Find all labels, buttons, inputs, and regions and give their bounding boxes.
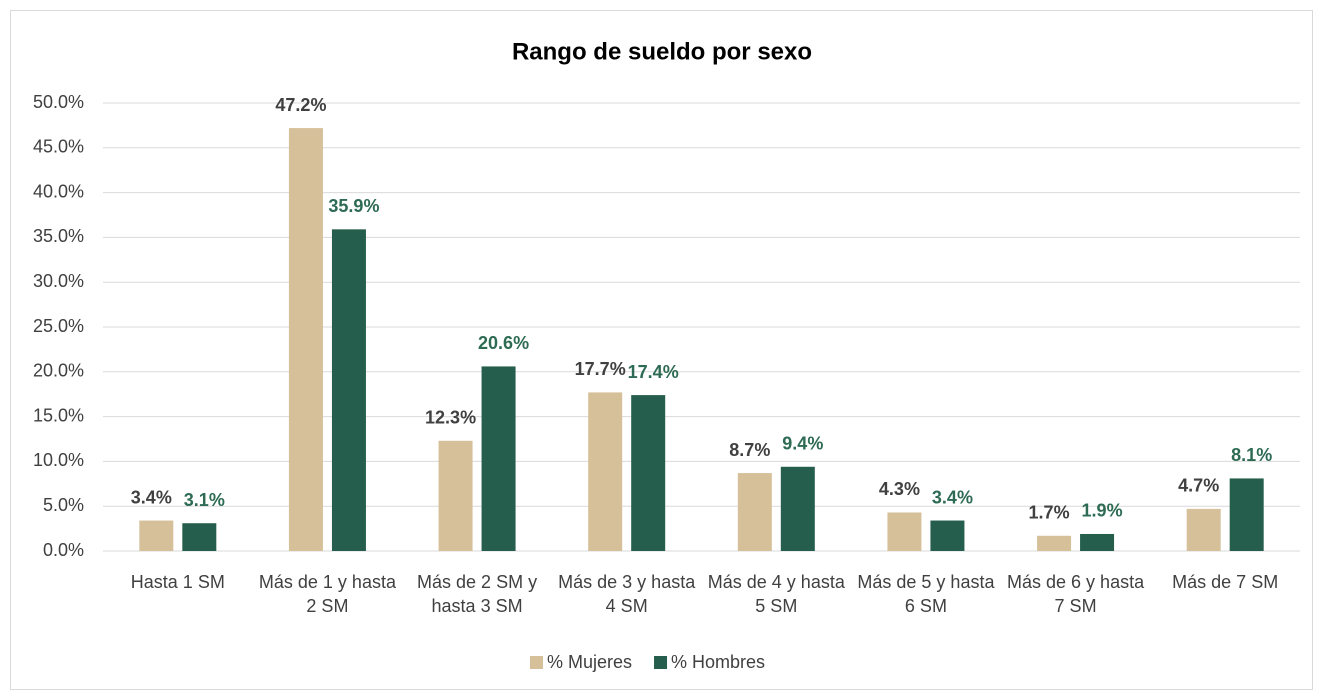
x-tick-label: Más de 5 y hasta 6 SM xyxy=(857,572,995,616)
legend-label: % Mujeres xyxy=(547,652,632,672)
bar xyxy=(1186,508,1221,551)
y-tick-label: 10.0% xyxy=(33,450,84,470)
data-label: 4.3% xyxy=(879,479,920,499)
data-label: 17.7% xyxy=(575,359,626,379)
x-tick-label: Hasta 1 SM xyxy=(130,572,225,592)
bar xyxy=(438,440,473,551)
legend-swatch xyxy=(654,656,668,669)
y-tick-label: 40.0% xyxy=(33,181,84,201)
bar xyxy=(1080,533,1115,551)
x-tick-label: Más de 1 y hasta 2 SM xyxy=(258,572,396,616)
y-tick-label: 0.0% xyxy=(43,540,84,560)
data-label: 1.9% xyxy=(1082,501,1123,521)
x-tick-label: Más de 4 y hasta 5 SM xyxy=(707,572,845,616)
bar xyxy=(737,473,772,551)
y-tick-label: 45.0% xyxy=(33,137,84,157)
x-tick-label: Más de 6 y hasta 7 SM xyxy=(1007,572,1145,616)
data-label: 3.4% xyxy=(131,487,172,507)
bar xyxy=(780,466,815,551)
data-label: 47.2% xyxy=(275,95,326,115)
chart-title: Rango de sueldo por sexo xyxy=(512,38,812,65)
bar xyxy=(182,523,217,551)
bar xyxy=(631,395,666,551)
data-label: 3.4% xyxy=(932,487,973,507)
data-label: 8.1% xyxy=(1231,445,1272,465)
data-label: 12.3% xyxy=(425,408,476,428)
data-label: 4.7% xyxy=(1178,476,1219,496)
bar xyxy=(1037,535,1072,551)
data-label: 20.6% xyxy=(478,333,529,353)
bar xyxy=(481,366,516,551)
data-label: 8.7% xyxy=(729,440,770,460)
bar xyxy=(288,128,323,551)
x-tick-label: Más de 2 SM y hasta 3 SM xyxy=(417,572,538,616)
y-tick-label: 35.0% xyxy=(33,226,84,246)
y-tick-label: 25.0% xyxy=(33,316,84,336)
legend-swatch xyxy=(530,656,543,669)
y-tick-label: 20.0% xyxy=(33,361,84,381)
bar xyxy=(1229,478,1264,551)
data-label: 3.1% xyxy=(184,490,225,510)
y-tick-label: 15.0% xyxy=(33,405,84,425)
bar xyxy=(887,512,922,551)
bar xyxy=(930,520,965,551)
bar xyxy=(331,229,366,551)
chart-frame xyxy=(10,10,1313,690)
y-tick-label: 50.0% xyxy=(33,92,84,112)
data-label: 17.4% xyxy=(628,362,679,382)
x-tick-label: Más de 3 y hasta 4 SM xyxy=(558,572,696,616)
bar xyxy=(588,392,623,551)
y-tick-label: 30.0% xyxy=(33,271,84,291)
data-label: 1.7% xyxy=(1029,503,1070,523)
x-tick-label: Más de 7 SM xyxy=(1172,572,1279,592)
y-tick-label: 5.0% xyxy=(43,495,84,515)
data-label: 35.9% xyxy=(328,196,379,216)
legend-label: % Hombres xyxy=(671,652,765,672)
bar xyxy=(139,520,174,551)
data-label: 9.4% xyxy=(782,434,823,454)
